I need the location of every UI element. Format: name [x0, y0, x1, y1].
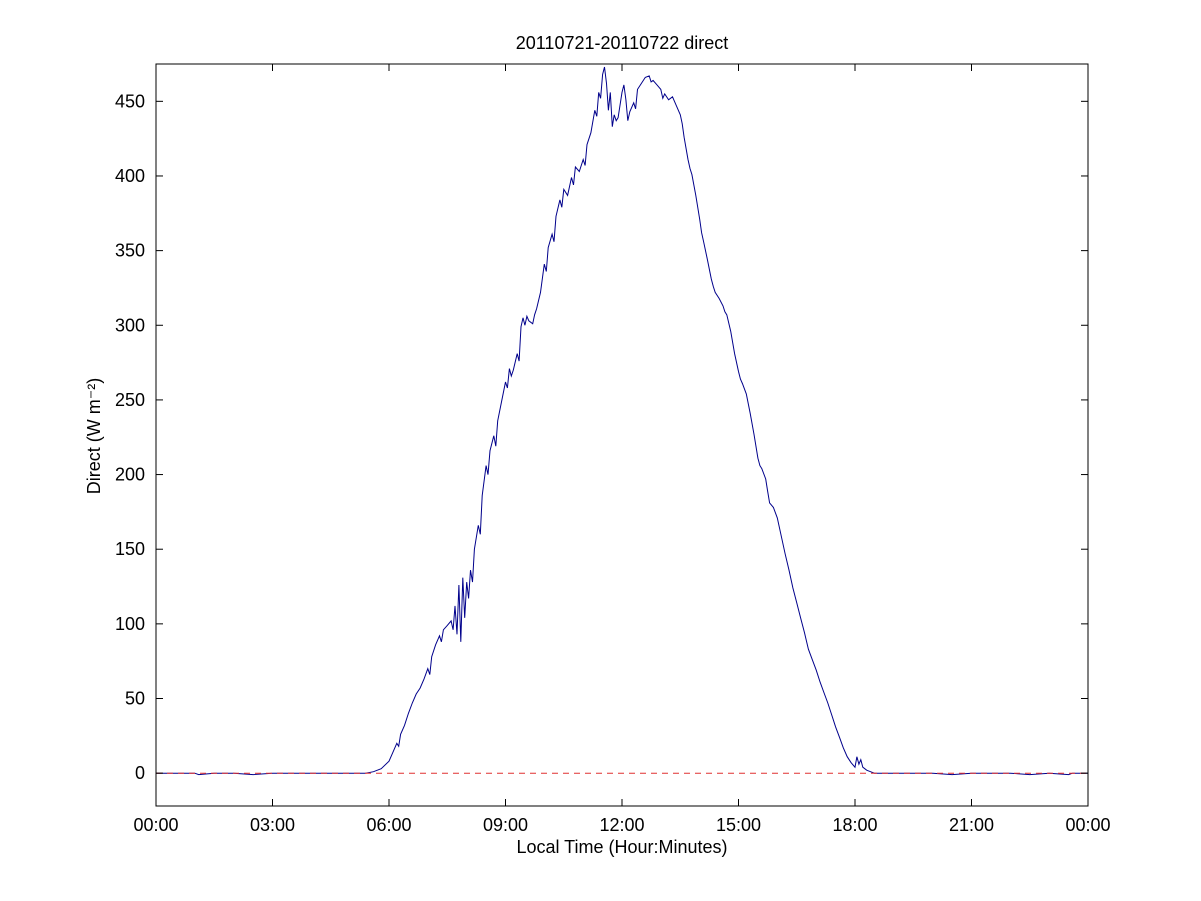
y-tick-label: 0	[135, 763, 145, 783]
y-tick-label: 350	[115, 241, 145, 261]
x-tick-label: 03:00	[250, 815, 295, 835]
x-tick-label: 00:00	[133, 815, 178, 835]
x-tick-label: 18:00	[832, 815, 877, 835]
y-tick-label: 100	[115, 614, 145, 634]
x-tick-label: 15:00	[716, 815, 761, 835]
x-tick-label: 12:00	[599, 815, 644, 835]
y-tick-label: 50	[125, 689, 145, 709]
direct-line	[156, 66, 1088, 776]
x-tick-label: 09:00	[483, 815, 528, 835]
y-axis-label: Direct (W m⁻²)	[84, 377, 104, 495]
chart-title: 20110721-20110722 direct	[515, 33, 729, 53]
y-tick-label: 150	[115, 539, 145, 559]
x-tick-label: 00:00	[1065, 815, 1110, 835]
x-tick-label: 06:00	[366, 815, 411, 835]
x-tick-label: 21:00	[949, 815, 994, 835]
y-tick-label: 400	[115, 166, 145, 186]
x-axis-label: Local Time (Hour:Minutes)	[516, 837, 728, 857]
y-tick-label: 450	[115, 91, 145, 111]
axes-box	[155, 63, 1089, 807]
y-tick-label: 200	[115, 465, 145, 485]
y-tick-label: 300	[115, 315, 145, 335]
y-tick-label: 250	[115, 390, 145, 410]
